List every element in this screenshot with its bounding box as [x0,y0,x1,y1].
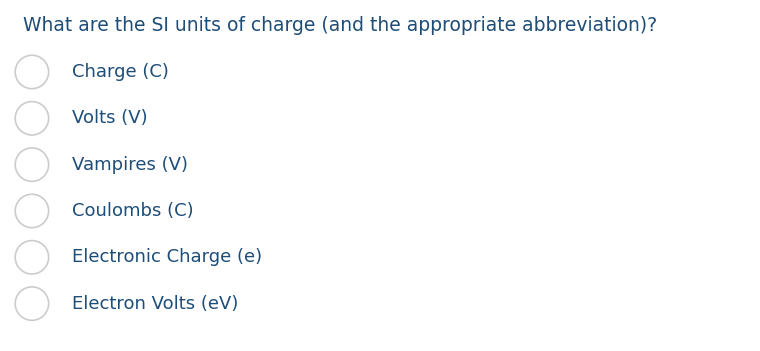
Text: Volts (V): Volts (V) [72,109,148,127]
Text: Vampires (V): Vampires (V) [72,155,188,174]
Text: Charge (C): Charge (C) [72,63,169,81]
Ellipse shape [15,240,49,274]
Ellipse shape [15,55,49,89]
Text: Coulombs (C): Coulombs (C) [72,202,194,220]
Ellipse shape [15,194,49,228]
Ellipse shape [15,148,49,181]
Ellipse shape [15,101,49,135]
Text: Electron Volts (eV): Electron Volts (eV) [72,294,239,313]
Text: Electronic Charge (e): Electronic Charge (e) [72,248,262,266]
Ellipse shape [15,287,49,320]
Text: What are the SI units of charge (and the appropriate abbreviation)?: What are the SI units of charge (and the… [23,16,657,35]
